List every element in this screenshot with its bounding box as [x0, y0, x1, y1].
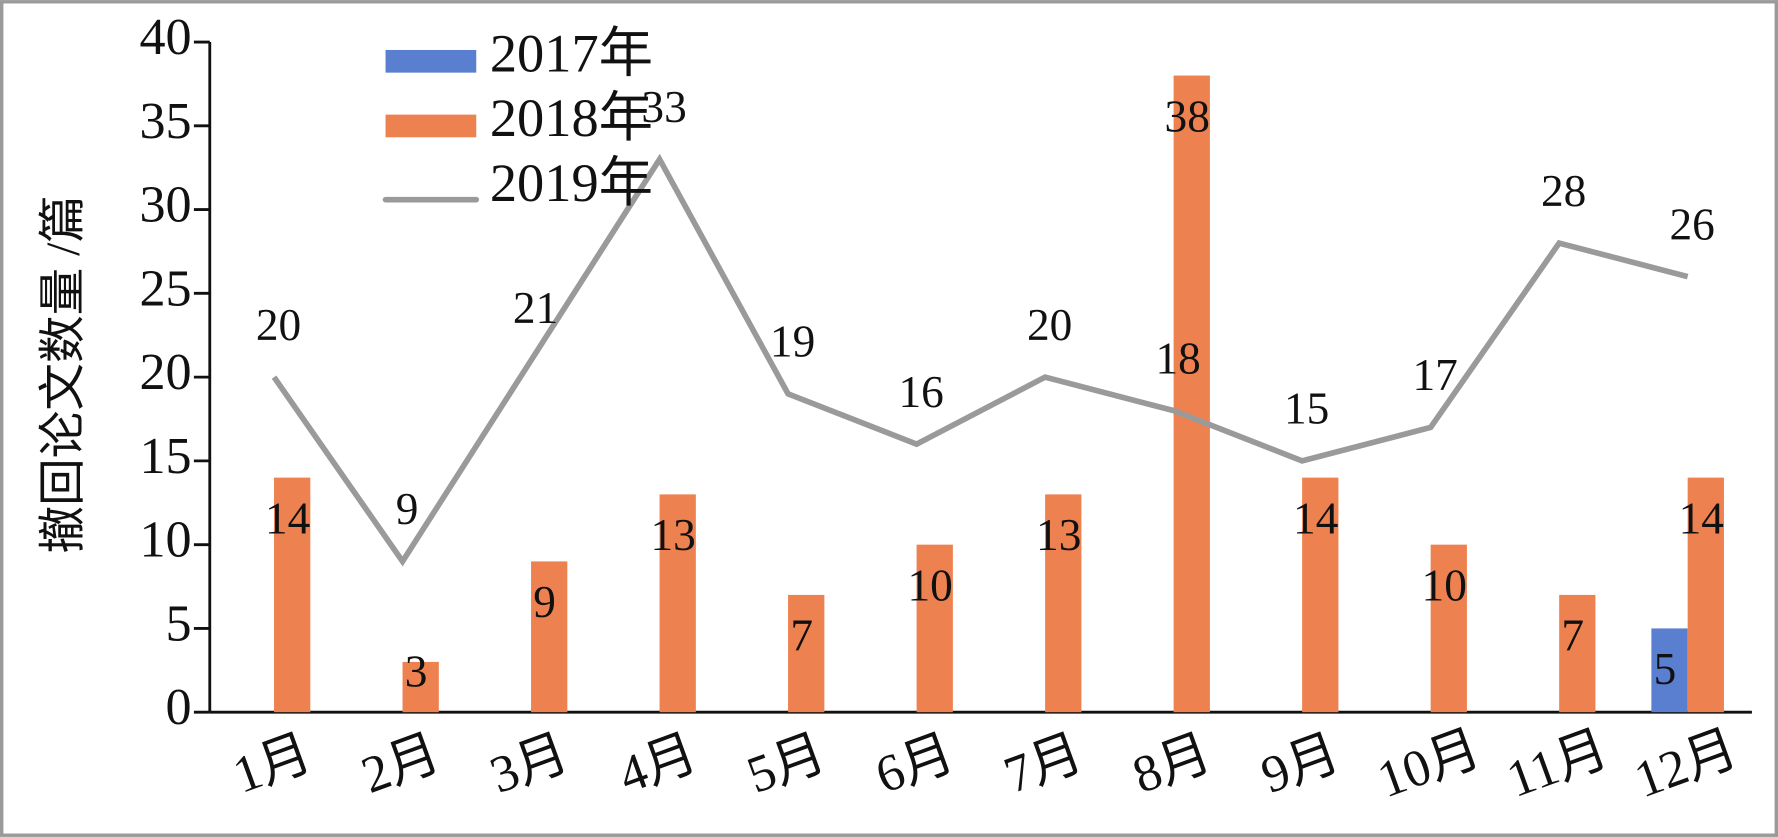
y-tick-label: 40	[139, 9, 191, 66]
legend-label: 2019年	[490, 153, 653, 213]
legend-swatch	[385, 114, 477, 138]
bar-value-label: 7	[790, 611, 813, 661]
y-tick-label: 20	[139, 344, 191, 401]
bar	[402, 661, 439, 713]
y-axis-title: 撤回论文数量 /篇	[38, 195, 90, 553]
bar	[788, 594, 825, 713]
legend-label: 2017年	[490, 24, 653, 84]
bar-value-label: 9	[533, 577, 556, 627]
bar-value-label: 7	[1561, 611, 1584, 661]
line-value-label: 18	[1155, 333, 1200, 383]
bar-value-label: 13	[651, 510, 696, 560]
bar-value-label: 10	[908, 560, 953, 610]
line-value-label: 9	[396, 484, 419, 534]
bar	[916, 544, 953, 713]
bar-value-label: 38	[1165, 91, 1210, 141]
y-tick-label: 25	[139, 260, 191, 317]
line-value-label: 26	[1670, 199, 1715, 249]
bar-value-label: 5	[1654, 644, 1677, 694]
bar	[1430, 544, 1467, 713]
bar-value-label: 10	[1422, 560, 1467, 610]
legend-label: 2018年	[490, 88, 653, 148]
bar-value-label: 14	[265, 493, 310, 543]
line-value-label: 33	[641, 82, 686, 132]
line-value-label: 17	[1413, 350, 1458, 400]
line-value-label: 15	[1284, 384, 1329, 434]
bar	[1302, 477, 1339, 713]
line-value-label: 20	[256, 300, 301, 350]
y-tick-label: 15	[139, 428, 191, 485]
bar	[659, 494, 696, 713]
bar	[274, 477, 311, 713]
bar	[1045, 494, 1082, 713]
bar	[1651, 628, 1688, 713]
y-tick-label: 5	[166, 595, 192, 652]
line-value-label: 28	[1541, 166, 1586, 216]
line	[271, 153, 1689, 567]
bar	[1173, 75, 1210, 713]
y-tick-label: 10	[139, 512, 191, 569]
legend-swatch	[385, 49, 477, 73]
bar	[531, 561, 568, 713]
y-tick-label: 0	[166, 679, 192, 736]
y-tick-label: 30	[139, 177, 191, 234]
line-value-label: 19	[770, 317, 815, 367]
line-value-label: 21	[513, 283, 558, 333]
bar-value-label: 3	[405, 646, 428, 696]
bar-value-label: 13	[1036, 510, 1081, 560]
bar-value-label: 14	[1679, 493, 1724, 543]
bar	[1559, 594, 1596, 713]
bar-value-label: 14	[1293, 493, 1338, 543]
line-value-label: 20	[1027, 300, 1072, 350]
bar	[1687, 477, 1724, 713]
line-value-label: 16	[898, 367, 943, 417]
y-tick-label: 35	[139, 93, 191, 150]
